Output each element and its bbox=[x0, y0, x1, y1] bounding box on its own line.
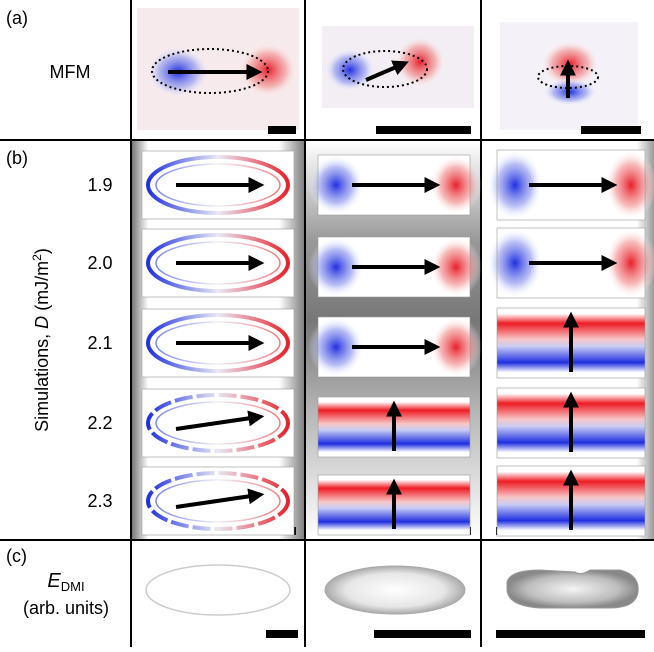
panel-label: (c) bbox=[6, 546, 27, 566]
image-border bbox=[141, 388, 295, 458]
edmi-label: EDMI bbox=[47, 570, 84, 594]
image-border bbox=[317, 474, 471, 536]
edmi-symbol: E bbox=[47, 570, 61, 592]
blue-domain bbox=[308, 237, 364, 297]
image-border bbox=[496, 387, 646, 459]
ring bbox=[155, 321, 281, 365]
simulation-image bbox=[496, 307, 646, 379]
edmi-image bbox=[145, 564, 291, 616]
ring bbox=[146, 233, 290, 293]
row-label: 2.0 bbox=[87, 253, 112, 273]
panel-label: (b) bbox=[6, 148, 28, 168]
simulation-image bbox=[308, 236, 482, 298]
ring bbox=[146, 393, 290, 453]
image-border bbox=[317, 236, 471, 298]
edmi-subscript: DMI bbox=[61, 579, 85, 594]
image-border bbox=[496, 465, 646, 537]
row-label: 1.9 bbox=[87, 175, 112, 195]
simulation-image bbox=[487, 227, 654, 299]
blue-domain bbox=[308, 155, 364, 215]
mfm-image bbox=[500, 22, 638, 130]
red-domain bbox=[605, 150, 654, 220]
axis-label-part: (mJ/m bbox=[32, 261, 52, 316]
row-label: 2.2 bbox=[87, 413, 112, 433]
simulation-image bbox=[317, 396, 471, 458]
axis-label-part: Simulations, bbox=[32, 329, 52, 432]
ring bbox=[155, 241, 281, 285]
ring bbox=[146, 471, 290, 531]
arrow bbox=[175, 410, 265, 431]
simulation-image bbox=[141, 150, 295, 220]
panel-label: (a) bbox=[6, 8, 28, 28]
row-label: 2.3 bbox=[87, 491, 112, 511]
edmi-unit: (arb. units) bbox=[23, 598, 109, 618]
image-border bbox=[141, 150, 295, 220]
axis-label-part: 2 bbox=[30, 254, 44, 261]
edmi-image bbox=[506, 569, 639, 609]
mfm-image bbox=[137, 8, 299, 130]
row-label: MFM bbox=[50, 62, 91, 82]
red-domain bbox=[605, 228, 654, 298]
ring bbox=[146, 155, 290, 215]
image-border bbox=[317, 316, 471, 378]
axis-label-part: D bbox=[32, 316, 52, 329]
simulation-image bbox=[496, 465, 646, 537]
ring bbox=[155, 479, 281, 523]
simulation-image bbox=[141, 308, 295, 378]
ring bbox=[146, 313, 290, 373]
mfm-image bbox=[322, 26, 474, 108]
ring bbox=[155, 163, 281, 207]
blue-domain bbox=[308, 317, 364, 377]
red-domain bbox=[430, 237, 482, 297]
image-border bbox=[496, 149, 646, 221]
ring bbox=[155, 401, 281, 445]
axis-label: Simulations, D (mJ/m2) bbox=[30, 248, 52, 432]
simulation-image bbox=[308, 316, 482, 378]
simulation-image bbox=[317, 474, 471, 536]
arrow bbox=[175, 488, 265, 509]
blue-domain bbox=[487, 228, 543, 298]
row-label: 2.1 bbox=[87, 333, 112, 353]
image-border bbox=[496, 307, 646, 379]
red-domain bbox=[430, 317, 482, 377]
simulation-image bbox=[141, 388, 295, 458]
simulation-image bbox=[141, 228, 295, 298]
image-border bbox=[496, 227, 646, 299]
simulation-image bbox=[487, 149, 654, 221]
blue-domain bbox=[487, 150, 543, 220]
simulation-image bbox=[308, 154, 482, 216]
image-border bbox=[317, 396, 471, 458]
axis-label-part: ) bbox=[32, 248, 52, 254]
image-border bbox=[317, 154, 471, 216]
image-border bbox=[141, 308, 295, 378]
simulation-image bbox=[141, 466, 295, 536]
image-border bbox=[141, 466, 295, 536]
image-border bbox=[141, 228, 295, 298]
red-domain bbox=[430, 155, 482, 215]
edmi-image bbox=[324, 565, 466, 615]
simulation-image bbox=[496, 387, 646, 459]
